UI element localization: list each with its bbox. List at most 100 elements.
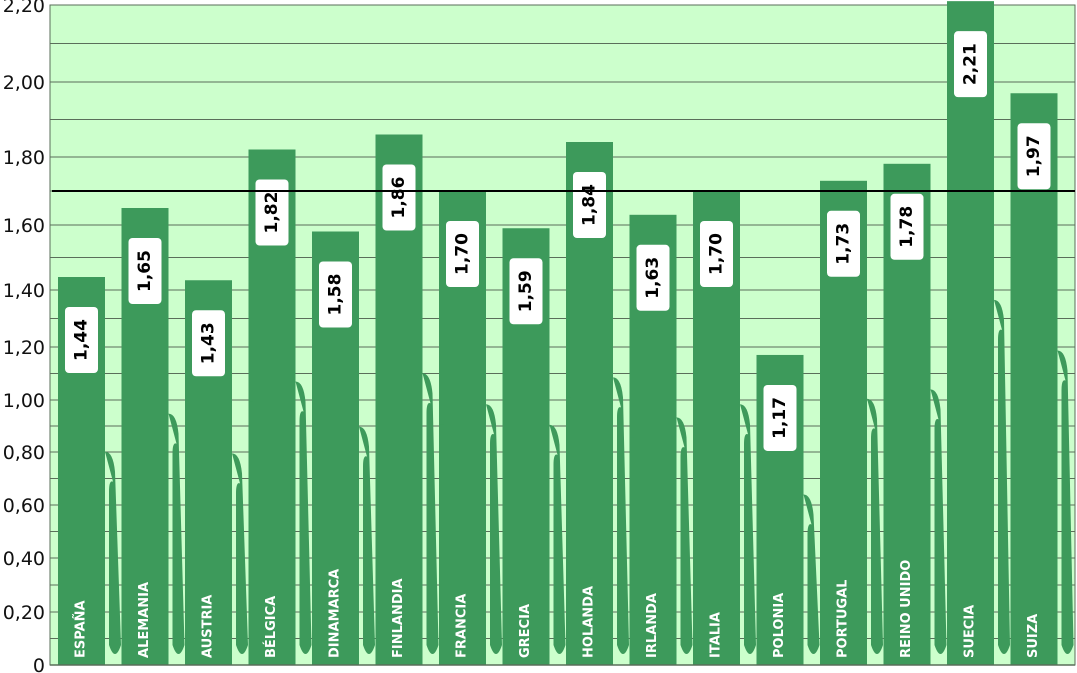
category-label: BÉLGICA [263, 596, 279, 658]
bar-shoulder [185, 473, 190, 665]
bar-group-italia: 1,70 ITALIA [693, 191, 756, 665]
y-tick-label: 0,60 [3, 495, 45, 517]
bar-decoration [994, 299, 1010, 654]
value-label-box [255, 179, 289, 246]
bar-shoulder [1010, 370, 1016, 665]
bar-group-francia: 1,70 FRANCIA [439, 191, 502, 665]
y-tick-label: 1,00 [3, 390, 45, 412]
category-label: REINO UNIDO [899, 560, 914, 658]
bar-decoration [232, 453, 248, 654]
bar-decoration [613, 377, 629, 654]
bar-shoulder [312, 446, 317, 665]
value-label-box [636, 244, 670, 311]
bar-shoulder [883, 409, 889, 665]
y-tick-label: 2,20 [3, 0, 45, 17]
y-tick-label: 1,60 [3, 215, 45, 237]
bar [947, 1, 994, 665]
bar-shoulder [502, 444, 508, 665]
value-label-box [700, 221, 733, 287]
y-tick-label: 0,20 [3, 602, 45, 624]
value-label: 1,82 [262, 192, 282, 234]
value-label-box [192, 310, 225, 377]
bar-shoulder [121, 433, 127, 665]
bar-decoration [740, 404, 756, 654]
category-label: FRANCIA [455, 594, 470, 658]
bar-group-austria: 1,43 AUSTRIA [185, 280, 248, 665]
bar-group-portugal: 1,73 PORTUGAL [820, 180, 883, 666]
value-label-box [128, 238, 162, 304]
value-label: 1,63 [643, 257, 663, 299]
bar-group-grecia: 1,59 GRECIA [502, 228, 566, 665]
bar-decoration [930, 389, 947, 654]
bar-group-finlandia: 1,86 FINLANDIA [375, 134, 439, 665]
category-label: PORTUGAL [836, 580, 851, 658]
bar-decoration [867, 398, 883, 654]
bar-decoration [105, 451, 121, 654]
y-tick-label: 0,80 [3, 442, 45, 464]
bar-group-holanda: 1,84 HOLANDA [566, 142, 629, 665]
value-label-box [65, 307, 98, 373]
value-label-box [890, 193, 924, 260]
value-label-box [954, 31, 987, 98]
bar-shoulder [629, 437, 635, 665]
bar-shoulder [375, 393, 381, 665]
bar-decoration [359, 426, 375, 654]
value-label: 1,65 [135, 250, 155, 292]
value-label: 1,86 [389, 177, 409, 219]
y-tick-label: 0 [33, 655, 45, 673]
value-label-box [827, 210, 860, 277]
category-label: SUECIA [963, 605, 978, 658]
value-label-box [382, 164, 416, 231]
value-label: 1,44 [72, 319, 92, 361]
value-label: 1,43 [199, 322, 219, 364]
bar-group-polonia: 1,17 POLONIA [756, 354, 820, 665]
value-label-box [1017, 123, 1051, 190]
bar-group-dinamarca: 1,58 DINAMARCA [312, 231, 375, 665]
bar-group-bélgica: 1,82 BÉLGICA [248, 149, 312, 665]
value-label: 1,70 [707, 233, 727, 275]
value-label-box [446, 221, 479, 287]
bar-shoulder [248, 401, 254, 665]
bar-shoulder [947, 319, 952, 665]
value-label-box [573, 172, 606, 238]
value-label: 1,78 [897, 206, 917, 248]
category-label: POLONIA [772, 593, 787, 658]
bar-decoration [168, 413, 185, 654]
category-label: ESPAÑA [73, 600, 89, 658]
category-label: FINLANDIA [391, 578, 406, 658]
y-tick-label: 0,40 [3, 548, 45, 570]
category-label: IRLANDA [645, 593, 660, 658]
value-label: 1,84 [580, 184, 600, 226]
bar-group-alemania: 1,65 ALEMANIA [121, 208, 185, 665]
category-label: SUIZA [1026, 614, 1041, 658]
bar-decoration [549, 424, 566, 654]
bar-shoulder [58, 471, 63, 665]
value-label: 1,97 [1024, 135, 1044, 177]
bar-group-suiza: 1,97 SUIZA [1010, 93, 1074, 665]
value-label: 1,73 [834, 223, 854, 265]
y-tick-label: 2,00 [3, 72, 45, 94]
category-label: AUSTRIA [201, 595, 216, 658]
category-label: ALEMANIA [137, 582, 152, 658]
bar-decoration [422, 373, 439, 654]
value-label: 2,21 [961, 43, 981, 85]
y-tick-label: 1,40 [3, 280, 45, 302]
y-tick-label: 1,80 [3, 147, 45, 169]
value-label-box [319, 261, 352, 328]
category-label: DINAMARCA [328, 569, 343, 658]
bar-decoration [486, 404, 502, 654]
category-label: ITALIA [709, 612, 724, 658]
value-label: 1,17 [770, 397, 790, 439]
bar-decoration [803, 494, 820, 654]
category-label: HOLANDA [582, 586, 597, 658]
value-label-box [763, 384, 797, 451]
bar-shoulder [566, 397, 571, 665]
bar-decoration [676, 417, 693, 654]
bar-shoulder [820, 418, 825, 665]
bar-decoration [1057, 350, 1074, 654]
bar-group-irlanda: 1,63 IRLANDA [629, 214, 693, 666]
value-label: 1,58 [326, 274, 346, 316]
category-label: GRECIA [518, 604, 533, 658]
bar-shoulder [693, 424, 698, 665]
